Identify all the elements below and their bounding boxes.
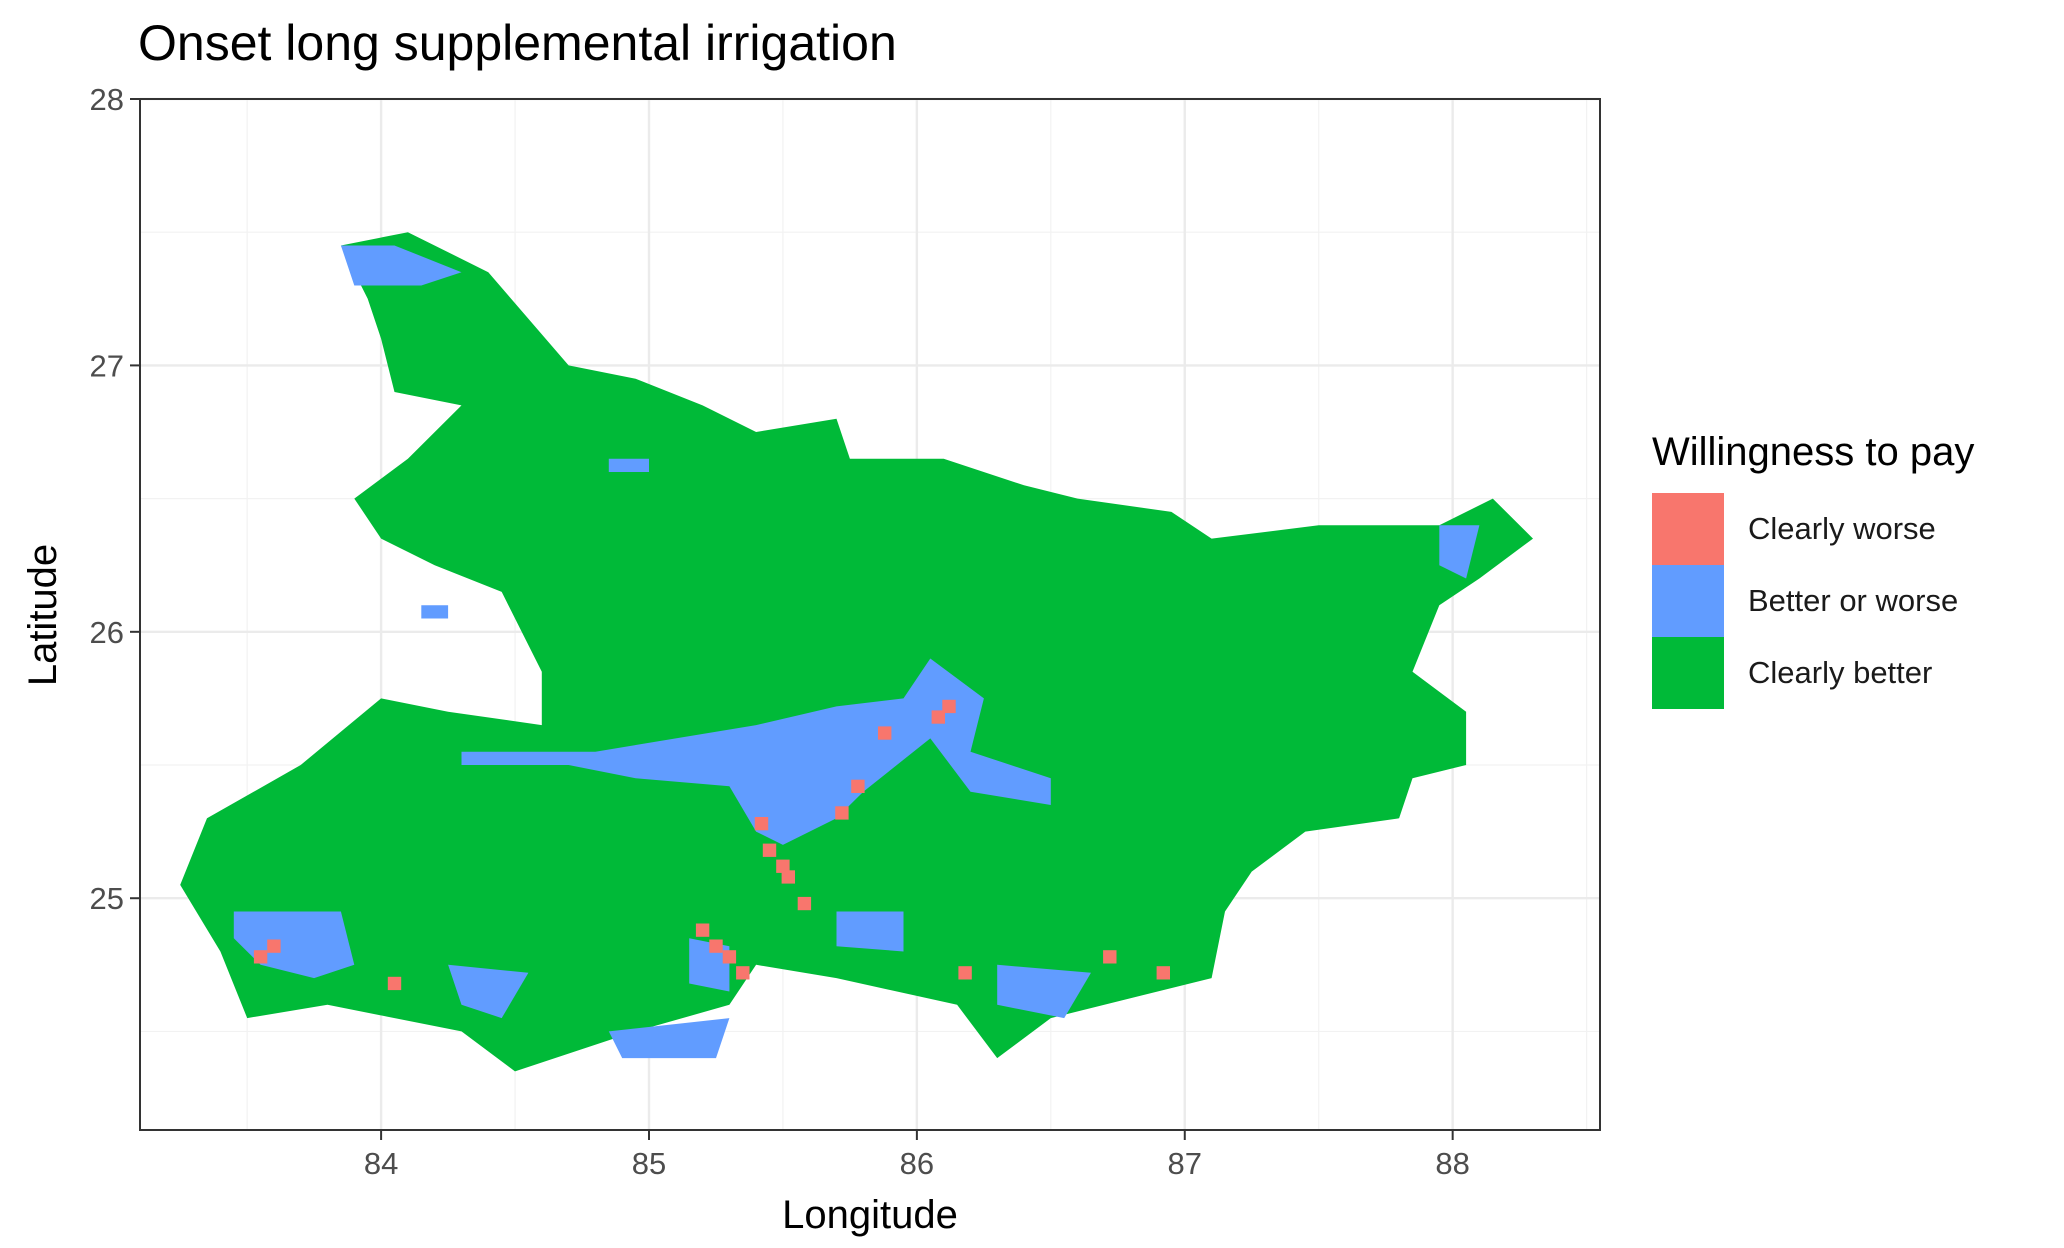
- legend-label: Clearly better: [1748, 655, 1933, 690]
- cell-clearly-worse: [1156, 966, 1170, 980]
- y-tick-label: 28: [90, 82, 124, 117]
- panel-border: [139, 98, 1601, 1131]
- legend-key-better-or-worse: [1652, 565, 1724, 637]
- cell-clearly-worse: [781, 870, 795, 884]
- cell-clearly-worse: [267, 939, 281, 953]
- y-axis: 25 26 27 28: [90, 82, 140, 916]
- y-tick-label: 27: [90, 348, 124, 383]
- legend-label: Better or worse: [1748, 583, 1959, 618]
- cell-clearly-worse: [942, 699, 956, 714]
- region-better-or-worse: [421, 605, 449, 619]
- cell-clearly-worse: [709, 939, 723, 953]
- cell-clearly-worse: [762, 843, 777, 857]
- cell-clearly-worse: [1103, 950, 1117, 964]
- x-tick-label: 85: [632, 1146, 666, 1181]
- region-better-or-worse: [997, 964, 1091, 1019]
- cell-clearly-worse: [835, 806, 849, 820]
- cell-clearly-worse: [754, 817, 769, 831]
- y-tick-label: 26: [90, 615, 124, 650]
- y-tick-label: 25: [90, 881, 124, 916]
- region-better-or-worse: [836, 911, 904, 952]
- region-better-or-worse: [1439, 525, 1480, 579]
- legend-item-better-or-worse: Better or worse: [1652, 565, 1974, 637]
- region-better-or-worse: [461, 658, 1051, 845]
- cell-clearly-worse: [797, 896, 812, 911]
- x-tick-label: 88: [1435, 1146, 1469, 1181]
- region-better-or-worse: [608, 458, 649, 472]
- cell-clearly-worse: [736, 966, 750, 980]
- cell-clearly-worse: [931, 710, 945, 724]
- chart-title: Onset long supplemental irrigation: [138, 15, 897, 71]
- x-axis: 84 85 86 87 88: [364, 1130, 1470, 1181]
- cell-clearly-worse: [958, 966, 972, 980]
- legend-key-clearly-better: [1652, 637, 1724, 709]
- map-regions: [180, 232, 1534, 1072]
- cell-clearly-worse: [878, 726, 892, 740]
- cell-clearly-worse: [776, 859, 790, 873]
- x-tick-label: 84: [364, 1146, 398, 1181]
- x-tick-label: 87: [1168, 1146, 1202, 1181]
- cell-clearly-worse: [387, 976, 402, 991]
- region-better-or-worse: [340, 245, 462, 286]
- legend-title: Willingness to pay: [1652, 430, 1975, 474]
- legend-item-clearly-better: Clearly better: [1652, 637, 1974, 709]
- y-axis-label: Latitude: [21, 544, 65, 686]
- region-clearly-better: [180, 232, 1534, 1072]
- legend-key-clearly-worse: [1652, 493, 1724, 565]
- cell-clearly-worse: [722, 950, 737, 964]
- legend-item-clearly-worse: Clearly worse: [1652, 493, 1974, 565]
- region-better-or-worse: [608, 1018, 730, 1059]
- cell-clearly-worse: [851, 779, 865, 793]
- legend-label: Clearly worse: [1748, 511, 1936, 546]
- cell-clearly-worse: [695, 923, 710, 937]
- x-tick-label: 86: [900, 1146, 934, 1181]
- x-axis-label: Longitude: [782, 1193, 958, 1237]
- legend: Willingness to pay Clearly worse Better …: [1652, 430, 1974, 709]
- cell-clearly-worse: [253, 950, 268, 964]
- region-better-or-worse: [448, 964, 529, 1019]
